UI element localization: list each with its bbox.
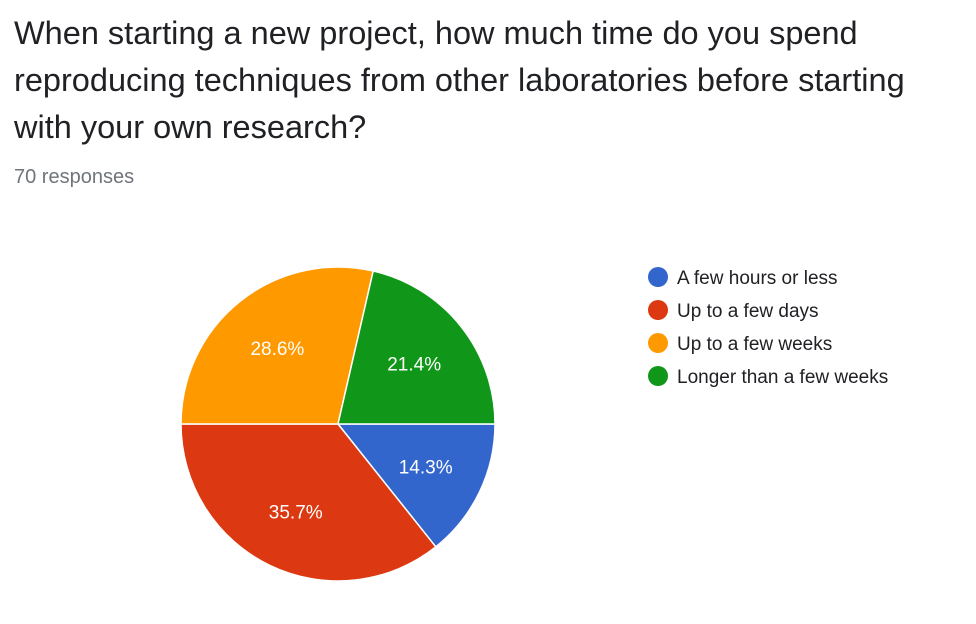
legend-label: Up to a few days	[677, 301, 819, 322]
response-count: 70 responses	[14, 166, 135, 188]
pie-slices	[180, 266, 496, 582]
legend-swatch	[648, 300, 668, 320]
pie-slice	[336, 423, 496, 548]
pie-slice	[180, 266, 375, 425]
legend-swatch	[648, 333, 668, 353]
legend-swatch	[648, 267, 668, 287]
pie-slice-labels: 14.3% 35.7% 28.6% 21.4%	[250, 339, 452, 524]
slice-percentage-label: 21.4%	[387, 354, 441, 375]
pie-slice	[337, 270, 496, 425]
legend-label: A few hours or less	[677, 268, 838, 289]
legend-swatch	[648, 366, 668, 386]
legend-label: Longer than a few weeks	[677, 367, 888, 388]
chart-title: When starting a new project, how much ti…	[14, 15, 905, 145]
pie-slice	[180, 423, 437, 582]
legend-label: Up to a few weeks	[677, 334, 832, 355]
legend: A few hours or less Up to a few days Up to…	[648, 267, 888, 388]
slice-percentage-label: 28.6%	[250, 339, 304, 360]
slice-percentage-label: 14.3%	[399, 457, 453, 478]
slice-percentage-label: 35.7%	[269, 503, 323, 524]
